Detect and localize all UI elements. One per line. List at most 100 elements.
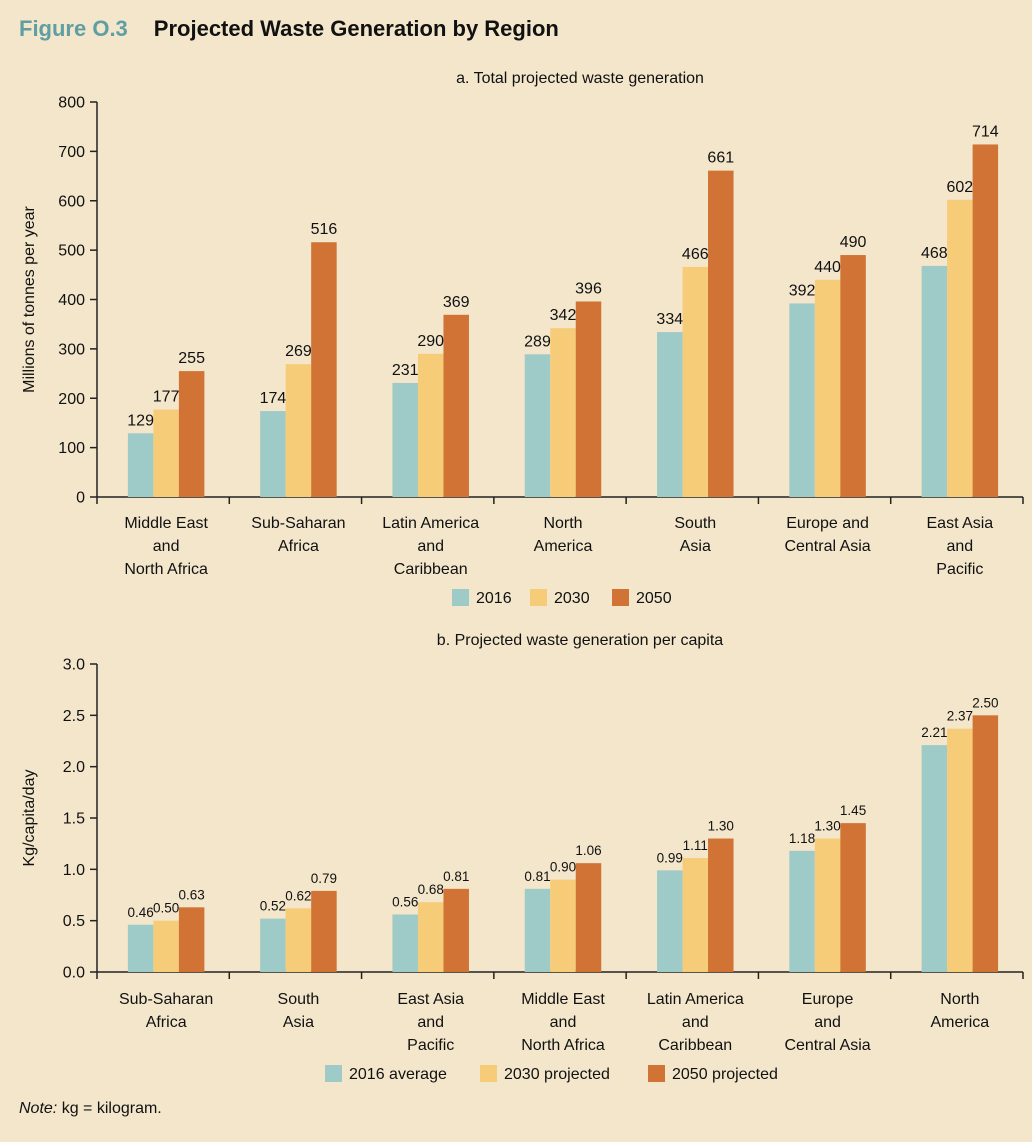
bar-2016-average (127, 924, 154, 972)
data-label: 1.45 (840, 803, 866, 818)
data-label: 0.62 (285, 888, 311, 903)
y-tick-label: 400 (58, 292, 85, 309)
data-label: 0.50 (153, 901, 179, 916)
data-label: 490 (840, 234, 867, 251)
legend-swatch (530, 589, 547, 606)
data-label: 0.81 (524, 869, 550, 884)
category-label: Europe (802, 991, 854, 1008)
bar-2050-projected (311, 890, 337, 972)
category-label: Sub-Saharan (119, 991, 213, 1008)
category-label: North (940, 991, 979, 1008)
data-label: 0.46 (128, 905, 154, 920)
note-text: kg = kilogram. (57, 1100, 162, 1117)
bar-2016-average (789, 850, 815, 972)
data-label: 0.52 (260, 899, 286, 914)
y-tick-label: 1.0 (63, 862, 85, 879)
category-label: Sub-Saharan (251, 515, 345, 532)
bar-2030-projected (153, 920, 179, 972)
legend-swatch (612, 589, 629, 606)
legend-label: 2030 projected (504, 1066, 610, 1083)
y-tick-label: 600 (58, 193, 85, 210)
bar-2016-average (392, 914, 418, 972)
bar-2030 (153, 409, 179, 497)
bar-2050-projected (840, 823, 866, 972)
bar-2016 (921, 265, 948, 497)
bar-2050 (575, 301, 602, 497)
category-label: Africa (146, 1014, 187, 1031)
category-label: North Africa (521, 1037, 605, 1054)
bar-2030-projected (417, 902, 444, 972)
data-label: 2.50 (972, 695, 998, 710)
data-label: 392 (789, 282, 816, 299)
bar-2016 (524, 354, 551, 497)
data-label: 231 (392, 362, 419, 379)
bar-2016-average (921, 745, 948, 972)
category-label: North Africa (124, 561, 208, 578)
legend-label: 2050 (636, 590, 672, 607)
data-label: 1.30 (814, 819, 840, 834)
y-tick-label: 2.5 (63, 708, 85, 725)
data-label: 468 (921, 245, 948, 262)
figure-title: Projected Waste Generation by Region (153, 16, 559, 41)
category-label: and (814, 1014, 841, 1031)
data-label: 1.11 (683, 838, 708, 853)
y-tick-label: 300 (58, 341, 85, 358)
data-label: 1.18 (789, 831, 815, 846)
bar-2016 (127, 433, 154, 497)
data-label: 177 (153, 389, 180, 406)
data-label: 516 (311, 221, 338, 238)
y-tick-label: 700 (58, 144, 85, 161)
data-label: 1.30 (708, 819, 734, 834)
category-label: Pacific (936, 561, 983, 578)
y-tick-label: 0 (76, 490, 85, 507)
category-label: and (153, 538, 180, 555)
bar-2016-average (260, 918, 286, 972)
bar-2016 (657, 332, 683, 497)
y-tick-label: 500 (58, 243, 85, 260)
bar-2016 (392, 382, 418, 497)
y-tick-label: 2.0 (63, 759, 85, 776)
category-label: Central Asia (784, 1037, 870, 1054)
category-label: Asia (283, 1014, 314, 1031)
bar-2016-average (657, 870, 683, 972)
bar-2050-projected (972, 715, 999, 972)
bar-2050 (178, 371, 205, 497)
data-label: 369 (443, 294, 470, 311)
data-label: 466 (682, 246, 709, 263)
y-tick-label: 1.5 (63, 811, 85, 828)
y-tick-label: 800 (58, 95, 85, 112)
bar-2050-projected (178, 907, 205, 972)
data-label: 342 (550, 307, 577, 324)
data-label: 2.21 (921, 725, 947, 740)
category-label: East Asia (397, 991, 464, 1008)
figure-number: Figure O.3 (19, 16, 128, 41)
legend-swatch (648, 1065, 665, 1082)
category-label: Africa (278, 538, 319, 555)
data-label: 290 (417, 333, 444, 350)
bar-2030 (814, 279, 841, 497)
data-label: 1.06 (575, 843, 601, 858)
category-label: and (682, 1014, 709, 1031)
legend-label: 2050 projected (672, 1066, 778, 1083)
data-label: 0.79 (311, 871, 337, 886)
note-label: Note: (19, 1100, 58, 1117)
category-label: Central Asia (784, 538, 870, 555)
chart-title: b. Projected waste generation per capita (437, 632, 724, 649)
category-label: and (947, 538, 974, 555)
category-label: East Asia (927, 515, 994, 532)
bar-2050-projected (443, 888, 469, 972)
y-tick-label: 200 (58, 391, 85, 408)
data-label: 174 (260, 390, 287, 407)
note: Note: kg = kilogram. (19, 1100, 162, 1118)
data-label: 255 (178, 350, 205, 367)
category-label: Latin America (647, 991, 744, 1008)
category-label: Latin America (382, 515, 479, 532)
y-axis-label: Kg/capita/day (21, 770, 38, 867)
bar-2030-projected (947, 728, 973, 972)
legend-label: 2016 (476, 590, 512, 607)
y-tick-label: 0.0 (63, 965, 85, 982)
category-label: Middle East (124, 515, 208, 532)
legend-swatch (325, 1065, 342, 1082)
data-label: 714 (972, 123, 999, 140)
